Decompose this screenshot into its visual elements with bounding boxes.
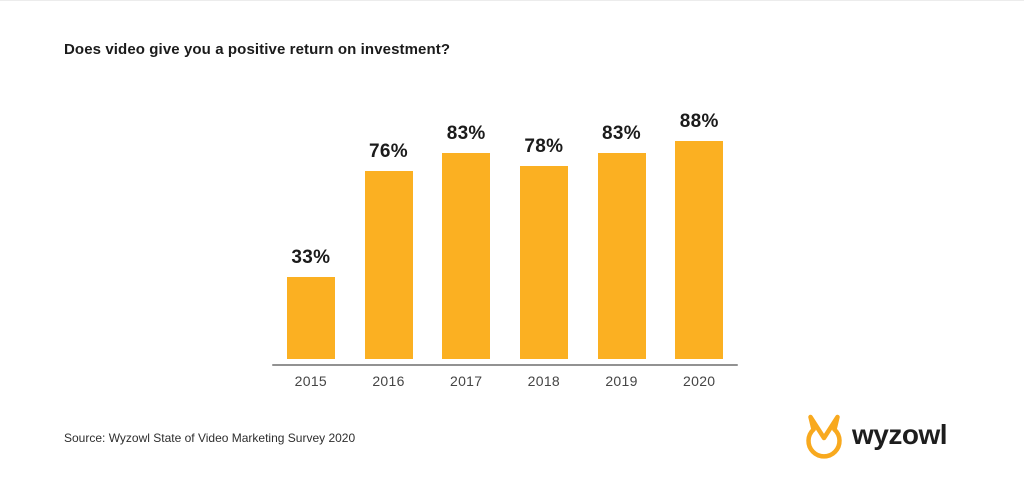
bar [442,153,491,359]
bar-value-label: 78% [524,136,564,157]
bar-value-label: 83% [446,123,486,144]
bar-value-label: 33% [291,247,331,268]
x-axis-tick-label: 2020 [683,373,716,389]
bar-chart: 33% 76% 83% 78% 83% 88% 2015 2016 2017 2018 2019 2… [272,1,738,389]
bars-row: 33% 76% 83% 78% 83% 88% [272,1,738,359]
bar-group: 88% [660,112,738,359]
bar-value-label: 88% [679,111,719,132]
bar-value-label: 83% [602,123,641,144]
bar-value-label: 76% [369,141,408,162]
source-note: Source: Wyzowl State of Video Marketing … [64,431,356,445]
bar-group: 83% [427,124,505,359]
x-axis-tick-label: 2016 [372,373,405,389]
bar [364,171,413,359]
bar [597,153,646,359]
x-axis-tick-label: 2019 [605,373,638,389]
bar [519,166,568,359]
chart-title: Does video give you a positive return on… [64,41,451,58]
wyzowl-logo: wyzowl [803,414,948,460]
bar-group: 78% [505,137,583,359]
bar-group: 83% [583,124,661,359]
x-axis-tick-label: 2015 [294,373,328,389]
x-axis-labels: 2015 2016 2017 2018 2019 2020 [272,373,738,389]
wyzowl-logo-text: wyzowl [852,419,948,450]
x-axis-tick-label: 2017 [450,373,483,389]
bar [675,141,724,359]
x-axis-tick-label: 2018 [527,373,561,389]
bar [286,277,335,359]
wyzowl-owl-icon [806,414,842,459]
x-axis-line [272,364,738,366]
bar-group: 76% [350,142,428,359]
bar-group: 33% [272,248,350,359]
